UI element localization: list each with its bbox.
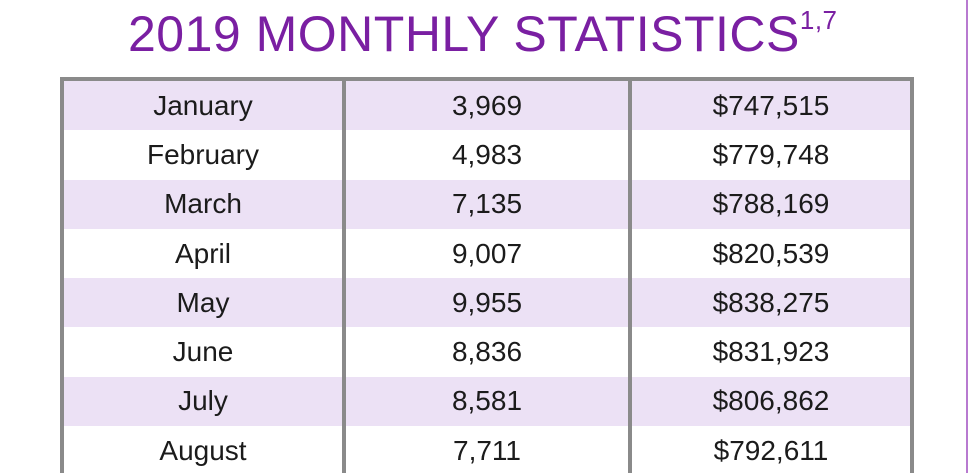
title-text: 2019 MONTHLY STATISTICS xyxy=(128,6,800,62)
amount-cell: $747,515 xyxy=(712,89,830,121)
count-cell: 7,135 xyxy=(346,179,632,229)
month-cell: July xyxy=(64,376,346,427)
count-cell: 8,836 xyxy=(346,327,632,377)
page-title: 2019 MONTHLY STATISTICS1,7 xyxy=(128,0,838,68)
count-cell: 3,969 xyxy=(346,81,632,131)
table-row: August 7,711 $792,611 xyxy=(64,426,910,473)
table-row: January 3,969 $747,515 xyxy=(64,81,910,131)
month-cell: January xyxy=(64,81,346,131)
count-cell: 9,955 xyxy=(346,278,632,328)
table-row: February 4,983 $779,748 xyxy=(64,130,910,180)
table-row: April 9,007 $820,539 xyxy=(64,228,910,279)
table-row: July 8,581 $806,862 xyxy=(64,376,910,427)
count-cell: 7,711 xyxy=(346,426,632,473)
amount-cell: $838,275 xyxy=(712,286,830,318)
amount-cell: $792,611 xyxy=(713,434,829,466)
month-cell: May xyxy=(64,278,346,328)
table-row: June 8,836 $831,923 xyxy=(64,327,910,377)
count-cell: 9,007 xyxy=(346,228,632,279)
amount-cell: $806,862 xyxy=(712,385,830,417)
title-footnote-marker: 1,7 xyxy=(799,5,838,35)
amount-cell: $820,539 xyxy=(712,237,830,269)
month-cell: August xyxy=(64,426,346,473)
right-edge-divider xyxy=(966,0,968,473)
amount-cell: $831,923 xyxy=(712,336,830,368)
table-row: May 9,955 $838,275 xyxy=(64,278,910,328)
count-cell: 4,983 xyxy=(346,130,632,180)
table-row: March 7,135 $788,169 xyxy=(64,179,910,229)
amount-cell: $779,748 xyxy=(712,138,830,170)
amount-cell: $788,169 xyxy=(712,188,830,220)
month-cell: June xyxy=(64,327,346,377)
month-cell: March xyxy=(64,179,346,229)
count-cell: 8,581 xyxy=(346,376,632,427)
statistics-table: January 3,969 $747,515 February 4,983 $7… xyxy=(60,77,914,473)
month-cell: February xyxy=(64,130,346,180)
month-cell: April xyxy=(64,228,346,279)
